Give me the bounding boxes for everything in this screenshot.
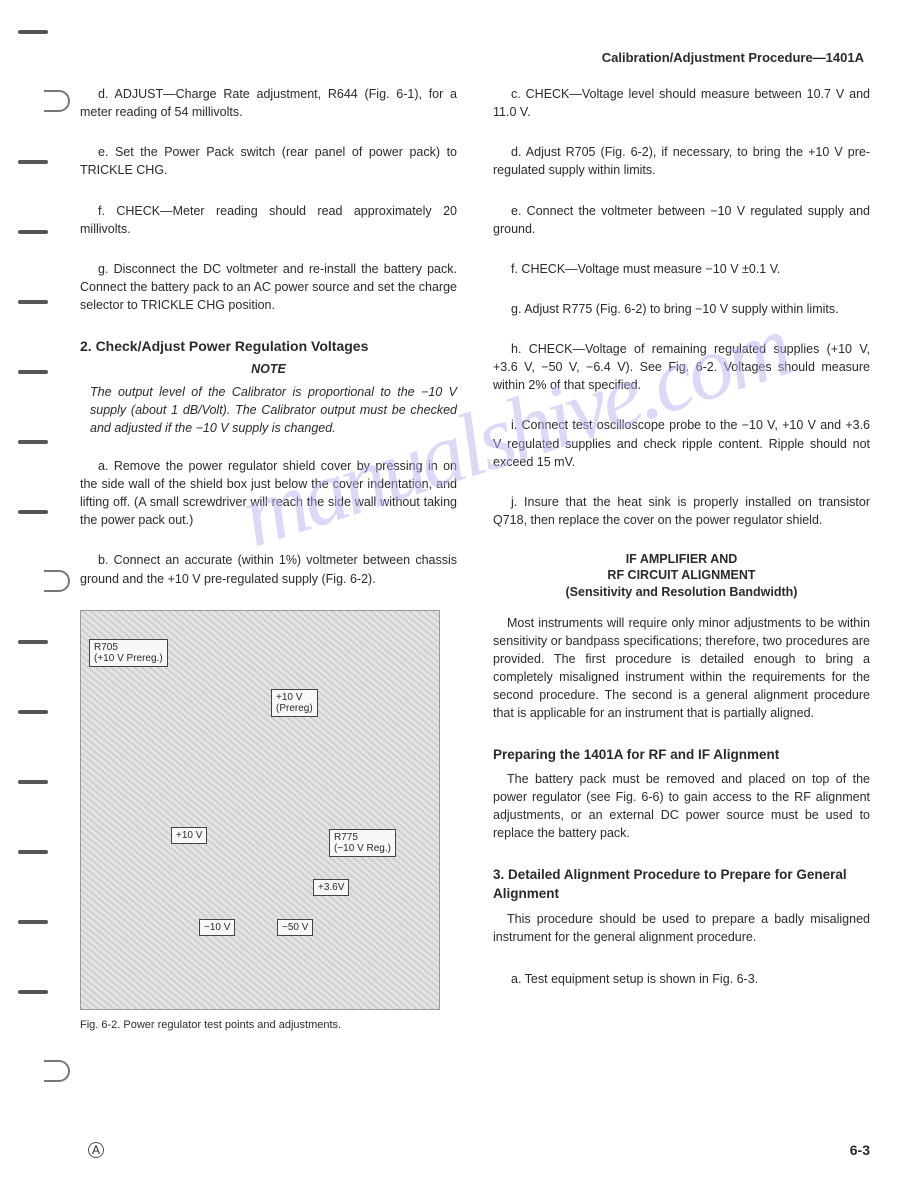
manual-page: manualshive.com Calibration/Adjustment P…	[0, 0, 918, 1188]
if-rf-heading: IF AMPLIFIER AND RF CIRCUIT ALIGNMENT (S…	[493, 551, 870, 600]
revision-mark: A	[88, 1142, 104, 1158]
step-f-r: f. CHECK—Voltage must measure −10 V ±0.1…	[493, 260, 870, 278]
step-d: d. ADJUST—Charge Rate adjustment, R644 (…	[80, 85, 457, 121]
page-number: 6-3	[850, 1142, 870, 1158]
section-3-body: This procedure should be used to prepare…	[493, 910, 870, 946]
section-2-title: 2. Check/Adjust Power Regulation Voltage…	[80, 336, 457, 356]
prep-body: The battery pack must be removed and pla…	[493, 770, 870, 843]
callout-r775: R775(−10 V Reg.)	[329, 829, 396, 857]
page-header: Calibration/Adjustment Procedure—1401A	[80, 50, 870, 65]
heading-line-1: IF AMPLIFIER AND	[493, 551, 870, 567]
step-e: e. Set the Power Pack switch (rear panel…	[80, 143, 457, 179]
section-3-title: 3. Detailed Alignment Procedure to Prepa…	[493, 865, 870, 904]
callout-r705: R705(+10 V Prereg.)	[89, 639, 168, 667]
figure-caption: Fig. 6-2. Power regulator test points an…	[80, 1018, 457, 1034]
step-3a: a. Test equipment setup is shown in Fig.…	[493, 970, 870, 988]
callout-plus10v: +10 V	[171, 827, 207, 844]
step-c-r: c. CHECK—Voltage level should measure be…	[493, 85, 870, 121]
step-j-r: j. Insure that the heat sink is properly…	[493, 493, 870, 529]
two-column-layout: d. ADJUST—Charge Rate adjustment, R644 (…	[80, 85, 870, 1034]
step-i-r: i. Connect test oscilloscope probe to th…	[493, 416, 870, 470]
note-label: NOTE	[80, 360, 457, 378]
callout-minus10v: −10 V	[199, 919, 235, 936]
heading-line-3: (Sensitivity and Resolution Bandwidth)	[493, 584, 870, 600]
step-2b: b. Connect an accurate (within 1%) voltm…	[80, 551, 457, 587]
note-body: The output level of the Calibrator is pr…	[90, 383, 457, 437]
step-g: g. Disconnect the DC voltmeter and re-in…	[80, 260, 457, 314]
prep-title: Preparing the 1401A for RF and IF Alignm…	[493, 745, 870, 765]
step-f: f. CHECK—Meter reading should read appro…	[80, 202, 457, 238]
figure-6-2: R705(+10 V Prereg.) +10 V(Prereg) +10 V …	[80, 610, 440, 1010]
callout-10v-prereg: +10 V(Prereg)	[271, 689, 318, 717]
callout-minus50v: −50 V	[277, 919, 313, 936]
right-column: c. CHECK—Voltage level should measure be…	[493, 85, 870, 1034]
callout-3-6v: +3.6V	[313, 879, 349, 896]
left-column: d. ADJUST—Charge Rate adjustment, R644 (…	[80, 85, 457, 1034]
step-e-r: e. Connect the voltmeter between −10 V r…	[493, 202, 870, 238]
step-2a: a. Remove the power regulator shield cov…	[80, 457, 457, 530]
step-h-r: h. CHECK—Voltage of remaining regulated …	[493, 340, 870, 394]
binding-marks	[8, 0, 68, 1188]
heading-line-2: RF CIRCUIT ALIGNMENT	[493, 567, 870, 583]
step-g-r: g. Adjust R775 (Fig. 6-2) to bring −10 V…	[493, 300, 870, 318]
step-d-r: d. Adjust R705 (Fig. 6-2), if necessary,…	[493, 143, 870, 179]
intro-paragraph: Most instruments will require only minor…	[493, 614, 870, 723]
